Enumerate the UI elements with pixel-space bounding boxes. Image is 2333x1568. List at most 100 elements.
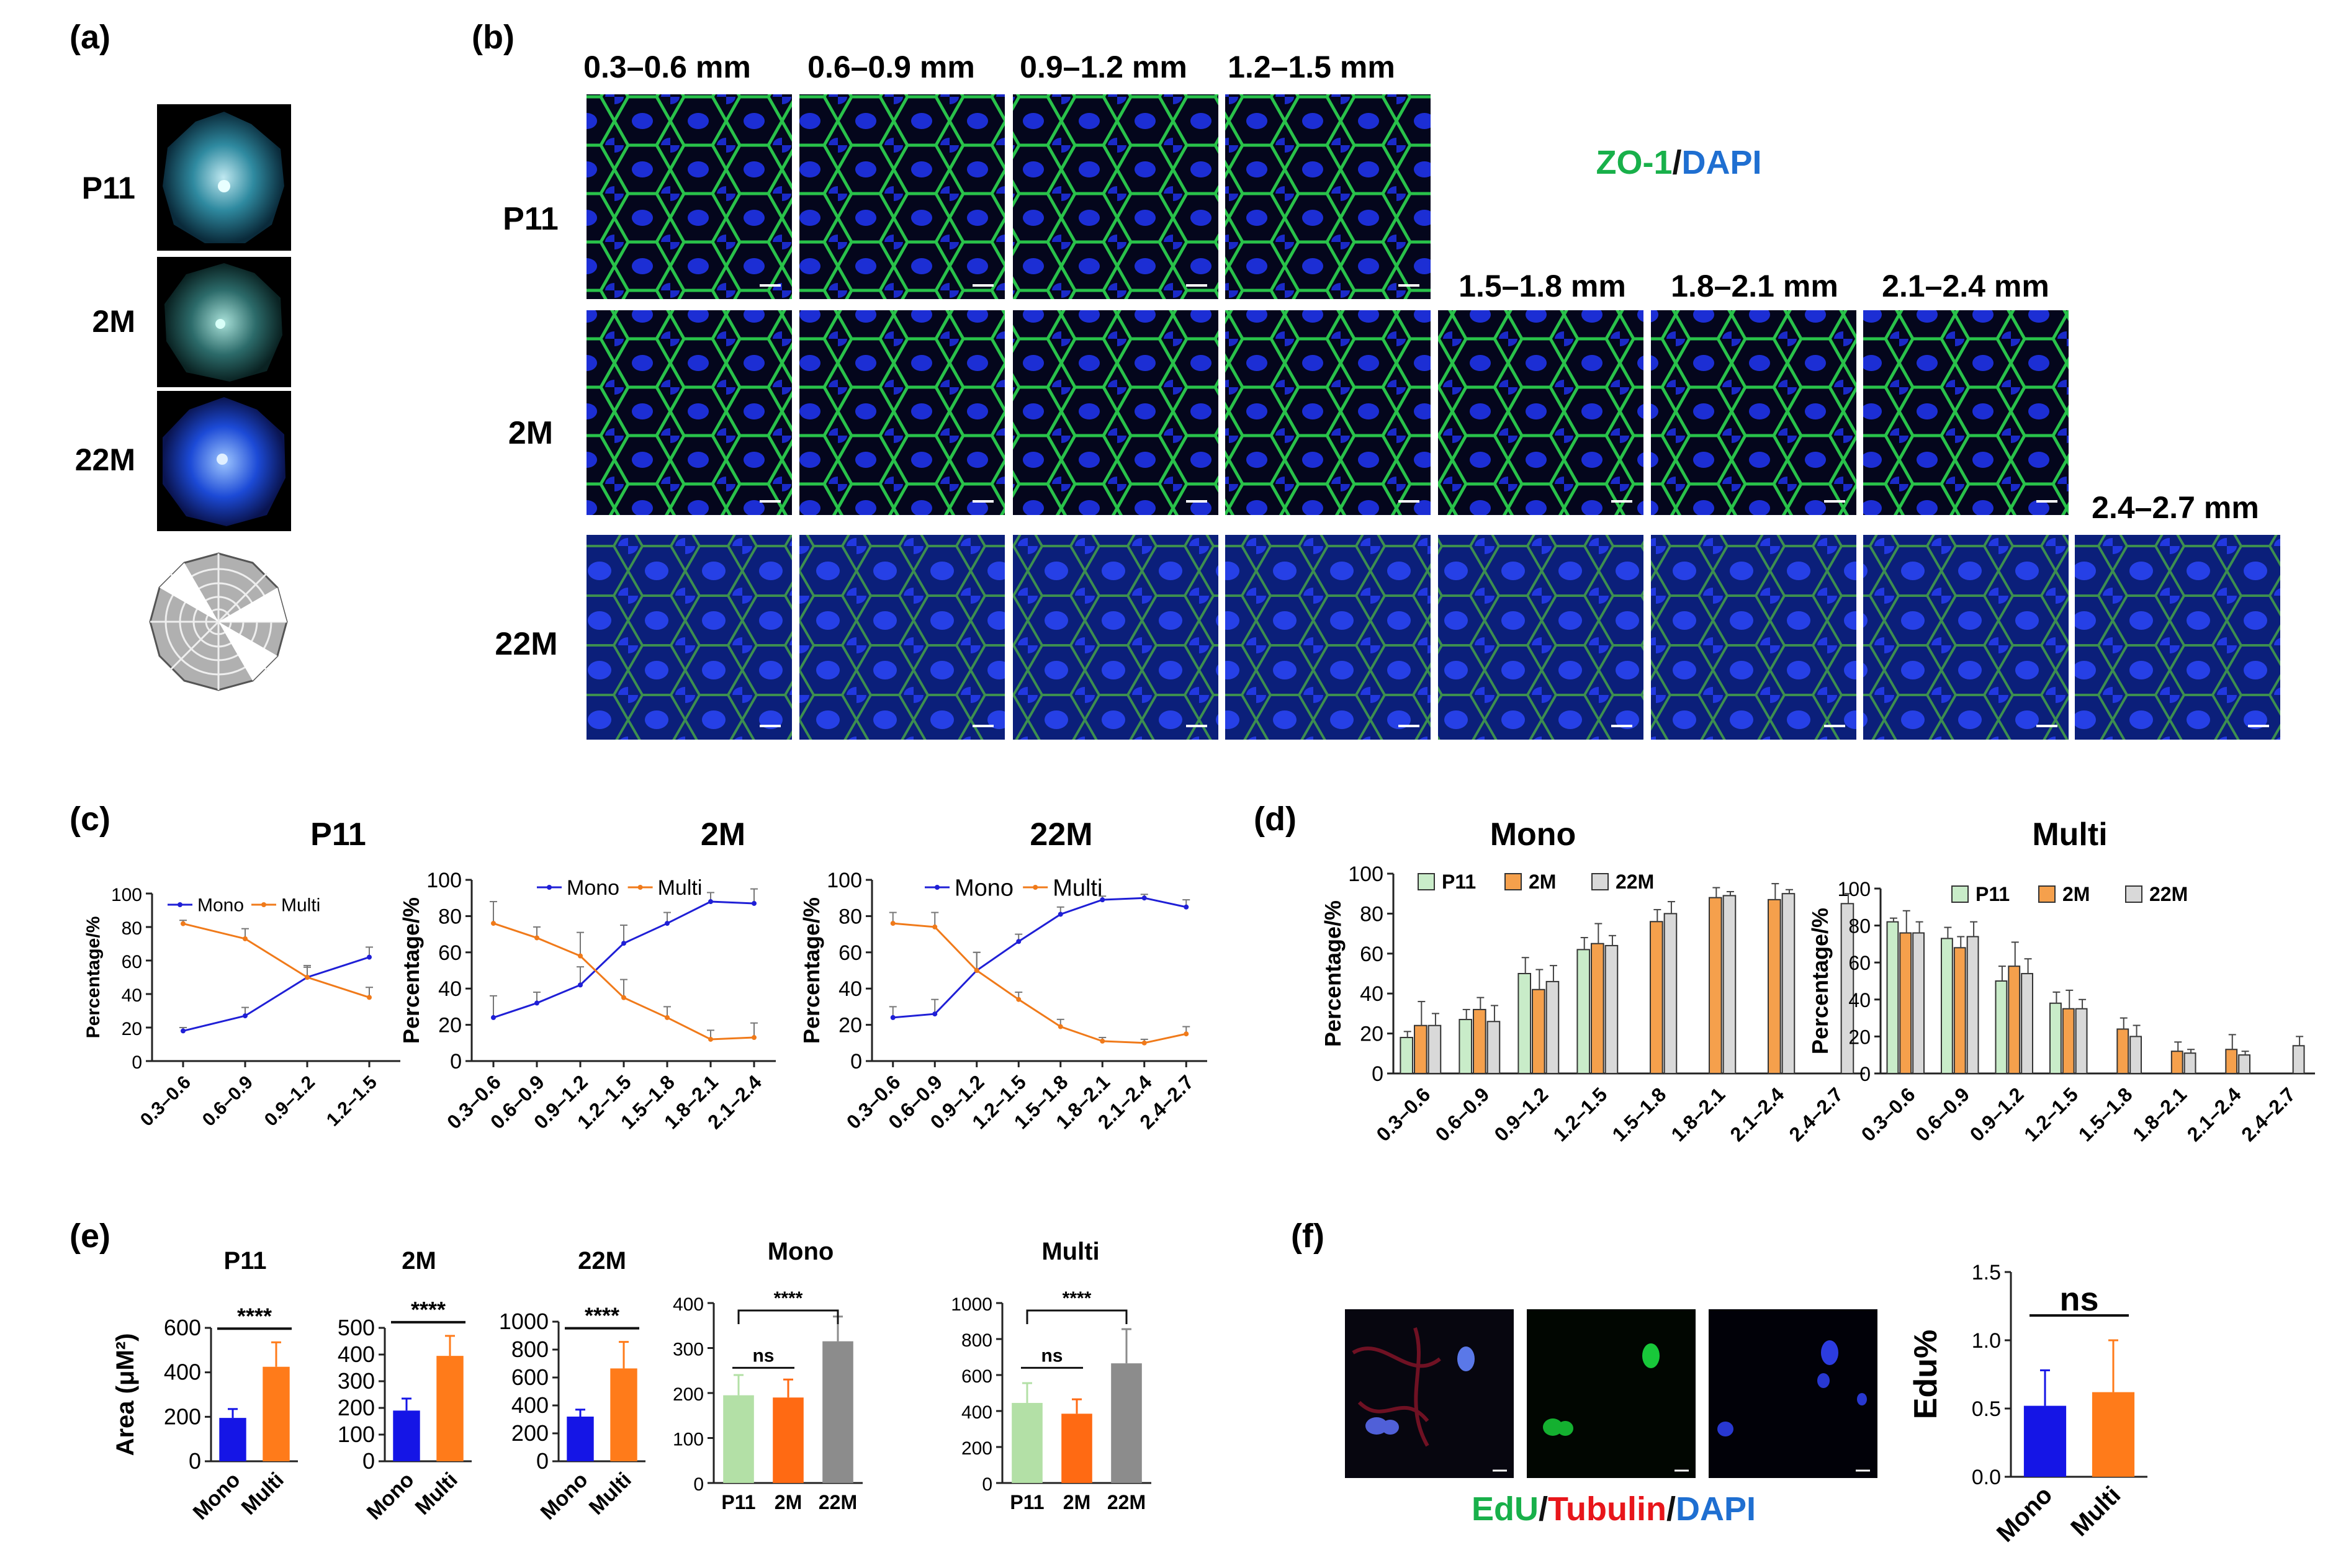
data-point bbox=[578, 953, 583, 959]
y-tick-label: 80 bbox=[122, 918, 142, 939]
bar-p11 bbox=[2049, 1002, 2062, 1075]
x-tick-label: 1.5–1.8 bbox=[1607, 1083, 1670, 1145]
legend-swatch bbox=[2038, 885, 2056, 903]
panel-label-c: (c) bbox=[70, 800, 110, 838]
data-point bbox=[890, 1015, 896, 1020]
y-axis-label: Edu% bbox=[1908, 1330, 1944, 1419]
y-tick-label: 60 bbox=[1360, 943, 1383, 966]
y-axis-label: Percentage/% bbox=[398, 897, 424, 1044]
y-tick-label: 400 bbox=[164, 1360, 201, 1385]
y-tick-label: 300 bbox=[338, 1368, 375, 1394]
micrograph-image bbox=[1013, 94, 1218, 299]
y-tick-label: 20 bbox=[1848, 1026, 1871, 1048]
y-tick-label: 800 bbox=[511, 1337, 549, 1362]
data-point bbox=[1184, 1031, 1189, 1037]
y-tick-label: 60 bbox=[438, 941, 462, 965]
bar-2m bbox=[2225, 1049, 2238, 1075]
legend-label: P11 bbox=[1442, 871, 1476, 893]
bar-2m bbox=[2062, 1008, 2075, 1074]
panel-a-row-label: 22M bbox=[75, 442, 135, 477]
y-tick-label: 20 bbox=[1360, 1023, 1383, 1046]
bar-22m bbox=[1111, 1363, 1142, 1483]
micrograph-tile bbox=[1863, 535, 2069, 740]
panel-a: P11 2M 22M bbox=[75, 104, 291, 691]
data-point bbox=[752, 1035, 757, 1041]
bar-p11 bbox=[1886, 921, 1899, 1075]
y-tick-label: 0 bbox=[1372, 1062, 1383, 1086]
y-tick-label: 40 bbox=[122, 985, 142, 1006]
bar-multi bbox=[610, 1368, 637, 1461]
x-tick-label: 1.2–1.5 bbox=[2020, 1083, 2082, 1145]
x-tick-label: 22M bbox=[819, 1491, 857, 1513]
line-chart-p11: P11 0 20 40 60 80 100 Percentage/% 0.3–0.6 0.6–0.… bbox=[83, 817, 400, 1131]
y-axis-label: Percentage/% bbox=[1320, 900, 1346, 1047]
x-tick-label: 1.2–1.5 bbox=[1549, 1083, 1611, 1145]
data-point bbox=[1016, 997, 1022, 1002]
y-axis-label: Percentage/% bbox=[799, 897, 824, 1044]
bar-chart-10: 0.0 0.5 1.0 1.5 Edu% Mono Multi ns bbox=[1908, 1261, 2147, 1548]
y-tick-label: 40 bbox=[1848, 989, 1871, 1011]
data-point bbox=[1184, 904, 1189, 910]
panel-label-e: (e) bbox=[70, 1217, 110, 1255]
micrograph-tile bbox=[2075, 535, 2280, 740]
micrograph-image bbox=[1863, 310, 2069, 515]
x-tick-label: 1.2–1.5 bbox=[323, 1072, 381, 1131]
data-point bbox=[181, 1028, 186, 1034]
y-tick-label: 100 bbox=[827, 869, 862, 892]
legend-marker bbox=[178, 902, 182, 907]
bar-p11 bbox=[1459, 1019, 1473, 1075]
significance-label: ns bbox=[1041, 1345, 1063, 1366]
chart-title: Multi bbox=[1041, 1238, 1099, 1265]
y-tick-label: 200 bbox=[164, 1404, 201, 1429]
chart-title: P11 bbox=[310, 817, 366, 853]
y-tick-label: 0 bbox=[982, 1474, 992, 1495]
bar-22m bbox=[2129, 1036, 2142, 1075]
bar-22m bbox=[1486, 1021, 1501, 1075]
data-point bbox=[491, 921, 496, 926]
y-tick-label: 0 bbox=[850, 1050, 862, 1073]
y-tick-label: 0 bbox=[362, 1448, 375, 1474]
legend-swatch bbox=[1591, 873, 1609, 890]
y-tick-label: 1000 bbox=[499, 1309, 549, 1334]
legend-label: 22M bbox=[1616, 871, 1654, 893]
legend-label-mono: Mono bbox=[197, 895, 244, 916]
micrograph-image bbox=[1013, 535, 1218, 740]
y-tick-label: 1.0 bbox=[1972, 1329, 2001, 1353]
bar-22m bbox=[1427, 1024, 1442, 1074]
x-tick-label: 0.3–0.6 bbox=[137, 1072, 195, 1131]
y-tick-label: 40 bbox=[1360, 982, 1383, 1006]
micrograph-image bbox=[587, 535, 792, 740]
x-tick-label: 2.4–2.7 bbox=[2237, 1083, 2299, 1145]
bar-22m bbox=[2238, 1054, 2251, 1074]
data-point bbox=[708, 1036, 713, 1042]
bar-2m bbox=[1473, 1008, 1486, 1074]
y-tick-label: 200 bbox=[338, 1395, 375, 1420]
y-tick-label: 100 bbox=[426, 869, 462, 892]
bar-22m bbox=[1840, 903, 1854, 1075]
series-line-multi bbox=[892, 922, 1187, 1044]
bar-2m bbox=[1591, 943, 1604, 1074]
micrograph-dapi bbox=[1709, 1309, 1877, 1478]
series-line-multi bbox=[182, 923, 370, 998]
panel-b-col-label: 1.2–1.5 mm bbox=[1228, 50, 1395, 84]
data-point bbox=[305, 975, 310, 980]
tubulin-label: Tubulin bbox=[1548, 1490, 1666, 1528]
micrograph-image bbox=[587, 94, 792, 299]
bar-2m bbox=[1899, 932, 1912, 1075]
bar-2m bbox=[1061, 1413, 1092, 1483]
bar-mono bbox=[393, 1410, 420, 1461]
data-point bbox=[932, 924, 938, 930]
micrograph-image bbox=[1225, 310, 1431, 515]
bar-multi bbox=[436, 1356, 464, 1461]
x-tick-label: Multi bbox=[411, 1468, 462, 1520]
bar-2m bbox=[2170, 1051, 2183, 1074]
bar-2m bbox=[2008, 965, 2021, 1075]
y-tick-label: 20 bbox=[122, 1019, 142, 1039]
bar-chart-9: Multi 0 200 400 600 800 1000 P11 2M 22M ns **** bbox=[951, 1238, 1151, 1513]
data-point bbox=[665, 1015, 670, 1020]
data-point bbox=[932, 1011, 938, 1017]
legend-marker bbox=[261, 902, 266, 907]
bar-2m bbox=[2116, 1028, 2129, 1074]
y-tick-label: 80 bbox=[1360, 902, 1383, 926]
